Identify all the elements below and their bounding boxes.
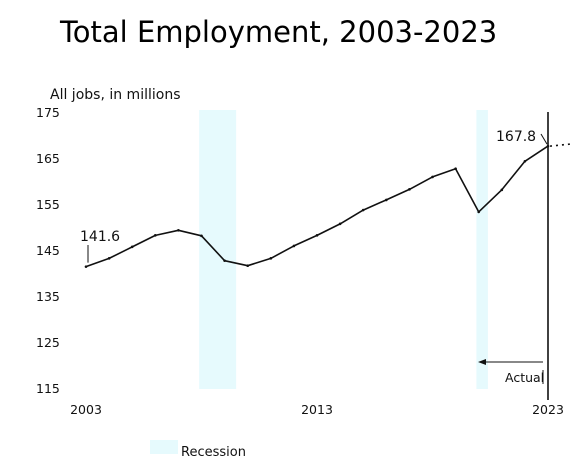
y-axis-label: All jobs, in millions	[50, 87, 180, 103]
start-value-label: 141.6	[80, 229, 120, 245]
data-point-2019	[454, 167, 457, 170]
recession-legend-label: Recession	[181, 445, 246, 457]
data-point-2004	[107, 257, 111, 260]
y-tick-135: 135	[36, 289, 60, 304]
data-point-2022	[523, 160, 527, 163]
data-point-2017	[408, 188, 411, 191]
recession-legend-swatch	[150, 440, 178, 454]
data-point-2018	[431, 175, 434, 179]
y-tick-125: 125	[36, 335, 60, 350]
x-tick-2013: 2013	[301, 402, 333, 417]
x-tick-2023: 2023	[532, 402, 564, 417]
recession-band-1	[199, 110, 237, 389]
data-point-2011	[269, 257, 273, 260]
data-point-2006	[154, 234, 157, 237]
y-tick-175: 175	[36, 105, 60, 120]
data-point-2016	[385, 198, 388, 202]
actual-arrow-head	[478, 359, 486, 365]
y-tick-115: 115	[36, 381, 60, 396]
data-point-2014	[338, 222, 342, 226]
y-tick-165: 165	[36, 151, 60, 166]
data-point-2005	[130, 245, 134, 249]
employment-series	[84, 144, 550, 268]
data-point-2021	[500, 188, 504, 192]
y-tick-145: 145	[36, 243, 60, 258]
data-point-2010	[246, 264, 249, 268]
end-leader-line	[540, 133, 548, 145]
recession-bands	[199, 110, 488, 389]
legend: Recession	[150, 440, 246, 457]
y-tick-155: 155	[36, 197, 60, 212]
x-axis-ticks: 2003 2013 2023	[70, 402, 564, 417]
data-point-2013	[315, 234, 319, 237]
y-axis-ticks: 175 165 155 145 135 125 115	[36, 105, 60, 396]
recession-band-2	[476, 110, 488, 389]
data-point-2008	[200, 234, 203, 238]
data-point-2009	[223, 259, 226, 262]
data-point-2007	[177, 229, 180, 232]
annotations: 141.6 167.8 Actual	[80, 112, 570, 400]
data-point-2003	[84, 265, 88, 268]
data-point-2020	[477, 210, 481, 214]
end-value-label: 167.8	[496, 129, 536, 145]
actual-label: Actual	[505, 370, 544, 385]
chart-title: Total Employment, 2003-2023	[59, 15, 497, 49]
data-point-2015	[361, 208, 365, 212]
data-point-2012	[292, 244, 296, 248]
x-tick-2003: 2003	[70, 402, 102, 417]
projection-dotted-line	[549, 143, 570, 147]
